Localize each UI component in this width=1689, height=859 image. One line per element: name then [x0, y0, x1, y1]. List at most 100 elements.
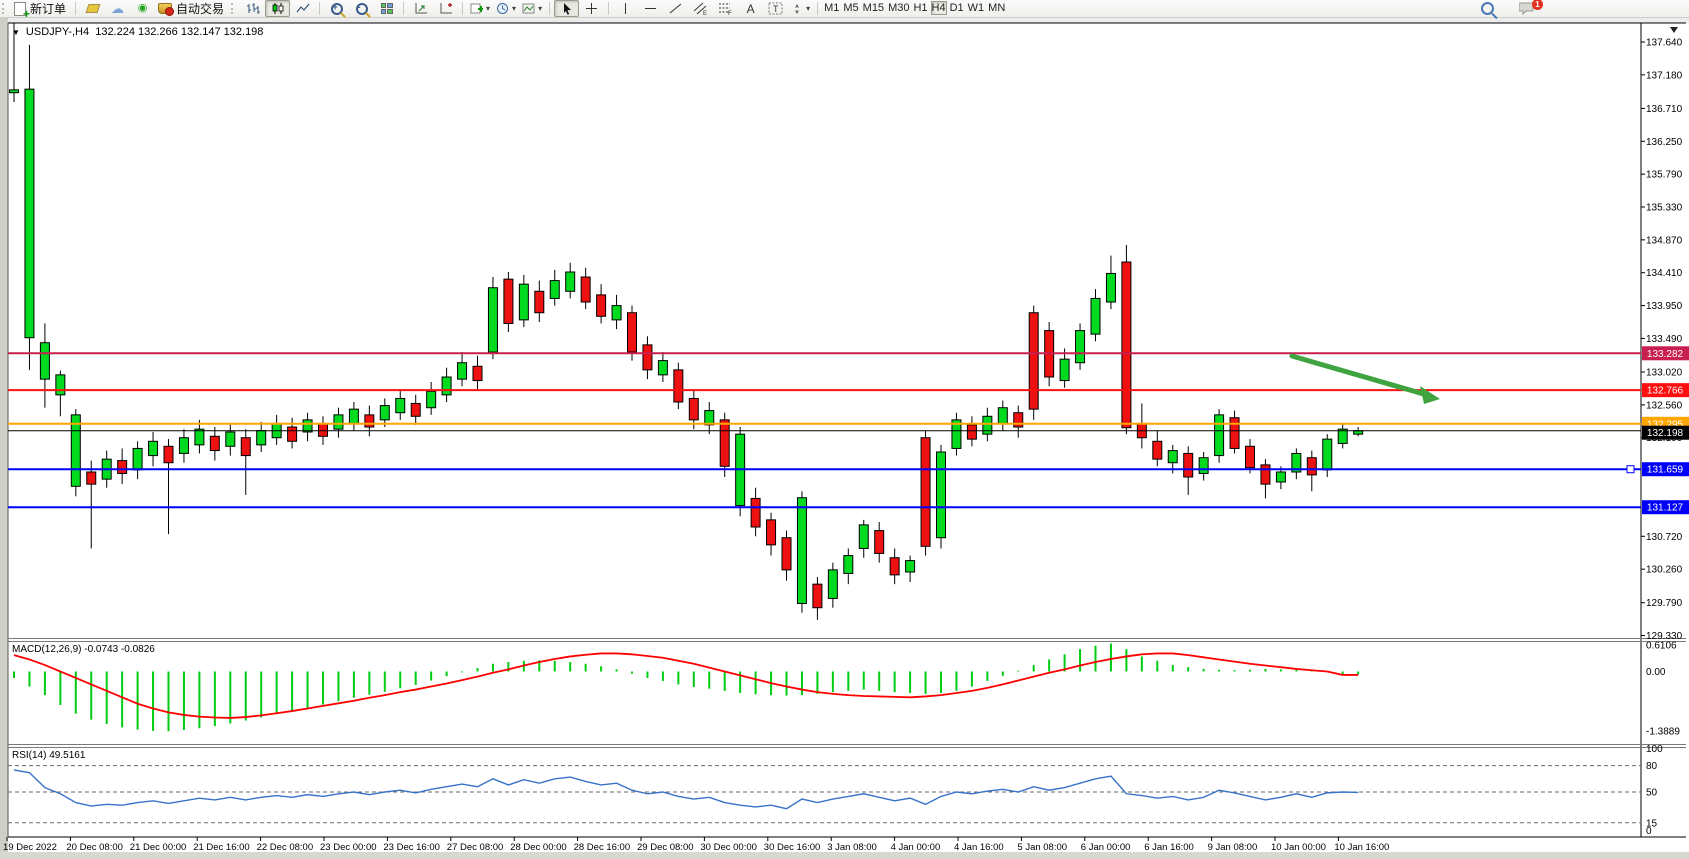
bull-candle: [9, 89, 19, 94]
auto-trading-button[interactable]: 自动交易: [155, 0, 229, 17]
time-tick-label: 10 Jan 00:00: [1271, 842, 1326, 853]
eraser-icon: [85, 4, 100, 13]
timeframe-d1[interactable]: D1: [949, 2, 964, 14]
bear-candle: [766, 519, 777, 546]
chevron-down-icon: ▾: [538, 4, 543, 13]
bull-candle: [657, 360, 668, 376]
channel-icon: E: [693, 2, 707, 15]
price-tick-label: 134.870: [1646, 235, 1683, 246]
horizontal-line-button[interactable]: [638, 0, 663, 17]
timeframe-mn[interactable]: MN: [988, 2, 1006, 14]
tile-windows-button[interactable]: [374, 0, 399, 17]
bull-candle: [70, 414, 81, 487]
timeframe-h4[interactable]: H4: [930, 1, 947, 15]
price-line-label: [1642, 346, 1689, 361]
notification-badge: 1: [1532, 0, 1543, 10]
timeframe-m1[interactable]: M1: [824, 2, 840, 14]
bull-candle: [858, 524, 869, 549]
toolbar-separator: [549, 2, 551, 15]
timeframe-m5[interactable]: M5: [843, 2, 859, 14]
chart-menu-icon[interactable]: ▼: [12, 28, 20, 37]
price-tick-label: 135.330: [1646, 203, 1683, 214]
line-handle[interactable]: [1626, 465, 1635, 474]
cloud-button[interactable]: [105, 0, 130, 17]
bull-candle: [441, 376, 452, 396]
candlestick-chart-button[interactable]: [265, 0, 291, 17]
search-button[interactable]: [1475, 0, 1500, 17]
trend-arrow-head[interactable]: [1420, 386, 1440, 404]
toolbar-separator: [817, 2, 819, 15]
line-chart-button[interactable]: [290, 0, 315, 17]
timeframe-w1[interactable]: W1: [967, 2, 985, 14]
bear-candle: [534, 290, 545, 314]
rsi-axis-label: 0: [1646, 826, 1652, 837]
periods-button[interactable]: ▾: [493, 0, 519, 17]
time-tick-label: 23 Dec 00:00: [320, 842, 377, 853]
bear-candle: [874, 530, 885, 554]
new-chart-button[interactable]: ▾: [467, 0, 493, 17]
cursor-button[interactable]: [554, 0, 580, 17]
bull-candle: [796, 497, 807, 604]
macd-pane: [13, 643, 1360, 732]
toolbar-grip[interactable]: [2, 3, 8, 14]
notifications-button[interactable]: 1: [1514, 0, 1543, 17]
time-tick-label: 10 Jan 16:00: [1334, 842, 1389, 853]
bull-candle: [997, 407, 1008, 424]
bear-candle: [1013, 412, 1024, 428]
trend-arrow[interactable]: [1289, 353, 1430, 398]
bull-candle: [55, 374, 66, 396]
trendline-button[interactable]: [663, 0, 688, 17]
zoom-out-icon: -: [355, 2, 368, 15]
bull-candle: [1322, 438, 1333, 471]
bear-candle: [596, 294, 607, 317]
new-order-label: 新订单: [30, 2, 67, 16]
arrows-button[interactable]: ▾: [788, 0, 813, 17]
bar-chart-button[interactable]: [240, 0, 265, 17]
strategy-tester-button[interactable]: [408, 0, 433, 17]
bear-candle: [410, 402, 421, 417]
price-line-label: [1642, 425, 1689, 440]
toolbar-separator: [319, 2, 321, 15]
crosshair-button[interactable]: [579, 0, 604, 17]
text-button[interactable]: A: [738, 0, 763, 17]
text-label-button[interactable]: T: [763, 0, 788, 17]
time-tick-label: 6 Jan 00:00: [1081, 842, 1131, 853]
templates-button[interactable]: ▾: [519, 0, 545, 17]
timeframe-m15[interactable]: M15: [862, 2, 885, 14]
price-line-label-text: 132.295: [1647, 419, 1684, 430]
bull-candle: [333, 414, 344, 430]
crosshair-icon: [586, 3, 598, 14]
price-tick-label: 130.260: [1646, 565, 1683, 576]
auto-trading-label: 自动交易: [176, 2, 225, 16]
signals-button[interactable]: [130, 0, 155, 17]
vertical-line-icon: [625, 3, 627, 14]
zoom-out-button[interactable]: -: [349, 0, 374, 17]
bull-candle: [379, 405, 390, 421]
eraser-button[interactable]: [80, 0, 105, 17]
rsi-pane: [8, 765, 1641, 824]
fibonacci-icon: F: [719, 3, 732, 15]
bull-candle: [1059, 358, 1070, 382]
time-tick-label: 28 Dec 16:00: [574, 842, 631, 853]
price-tick-label: 129.330: [1646, 631, 1683, 642]
bull-candle: [1337, 428, 1348, 444]
bear-candle: [117, 460, 128, 474]
add-indicator-button[interactable]: [433, 0, 458, 17]
timeframe-m30[interactable]: M30: [888, 2, 910, 14]
new-order-button[interactable]: 新订单: [11, 0, 71, 21]
bear-candle: [627, 312, 637, 353]
bull-candle: [905, 560, 916, 573]
zoom-in-button[interactable]: +: [324, 0, 349, 17]
fibonacci-button[interactable]: F: [713, 0, 738, 17]
bull-candle: [1090, 297, 1101, 335]
equidistant-channel-button[interactable]: E: [688, 0, 713, 17]
timeframe-h1[interactable]: H1: [913, 2, 928, 14]
toolbar-grip[interactable]: [231, 3, 237, 14]
scroll-end-marker[interactable]: [1670, 27, 1678, 33]
bear-candle: [240, 437, 251, 457]
bull-candle: [24, 88, 35, 339]
vertical-line-button[interactable]: [613, 0, 638, 17]
timeframe-toolbar: M1 M5 M15 M30 H1 H4 D1 W1 MN: [822, 1, 1007, 16]
